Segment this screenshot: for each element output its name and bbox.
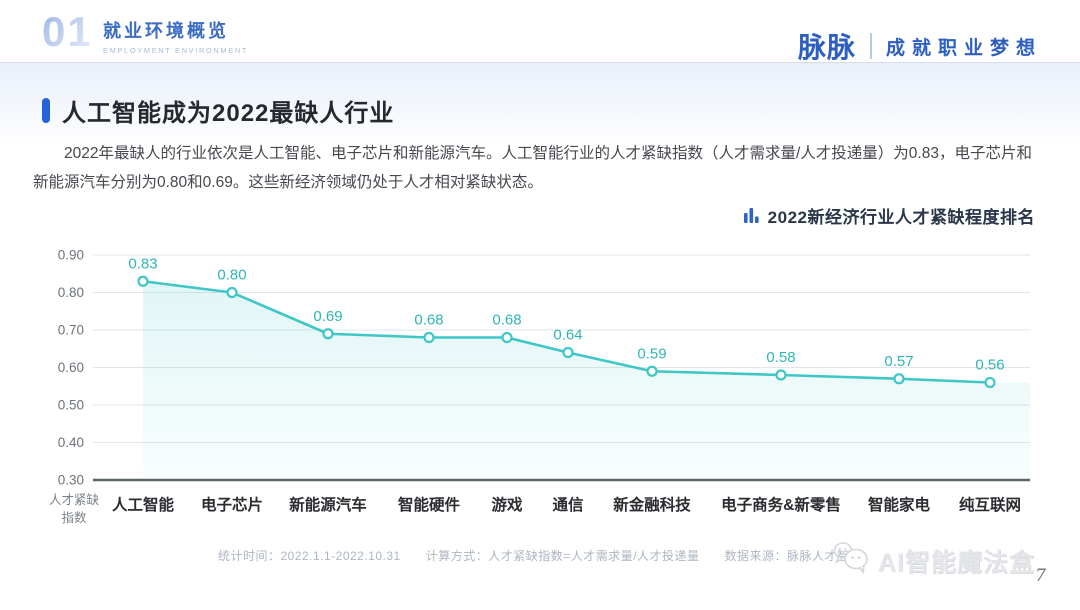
y-tick-label: 0.50 — [58, 398, 84, 413]
section-title-block: 就业环境概览 EMPLOYMENT ENVIRONMENT — [103, 17, 248, 55]
x-tick-label: 智能硬件 — [398, 495, 461, 514]
chart-title: 2022新经济行业人才紧缺程度排名 — [767, 208, 1035, 227]
y-axis-title: 指数 — [61, 510, 87, 525]
data-point-marker — [775, 369, 787, 381]
x-tick-label: 新能源汽车 — [289, 495, 367, 514]
brand-slogan: 成就职业梦想 — [885, 37, 1042, 59]
data-point-value-label: 0.80 — [217, 267, 246, 284]
y-tick-label: 0.60 — [58, 360, 84, 375]
series-line — [141, 279, 992, 384]
page-title-row: 人工智能成为2022最缺人行业 — [42, 93, 394, 128]
x-tick-label: 智能家电 — [868, 495, 931, 514]
data-point-marker — [646, 365, 658, 377]
data-point-marker — [137, 275, 149, 287]
section-title: 就业环境概览 — [103, 21, 229, 41]
data-point-value-label: 0.56 — [975, 357, 1004, 374]
bar-chart-icon — [743, 207, 760, 224]
maimai-logo: 脉脉 — [797, 32, 856, 63]
wechat-bubbles-icon — [832, 541, 872, 580]
data-point-value-label: 0.83 — [128, 255, 157, 272]
x-tick-label: 游戏 — [491, 495, 523, 514]
data-point-marker — [893, 373, 905, 385]
data-source-note: 统计时间：2022.1.1-2022.10.31 计算方式：人才紧缺指数=人才需… — [217, 549, 863, 563]
data-point-marker — [322, 328, 334, 340]
watermark-text: AI智能魔法盒 — [878, 548, 1036, 577]
page-title: 人工智能成为2022最缺人行业 — [62, 100, 395, 127]
section-subtitle: EMPLOYMENT ENVIRONMENT — [103, 46, 249, 55]
y-tick-label: 0.90 — [58, 248, 84, 263]
y-tick-label: 0.40 — [58, 435, 84, 450]
data-point-value-label: 0.68 — [492, 312, 521, 329]
data-point-value-label: 0.68 — [414, 312, 443, 329]
y-tick-label: 0.30 — [58, 473, 84, 488]
x-tick-label: 人工智能 — [112, 495, 175, 514]
watermark: AI智能魔法盒 — [832, 541, 1035, 580]
x-tick-label: 纯互联网 — [959, 495, 1021, 514]
title-accent-bar — [42, 98, 50, 123]
chart-title-row: 2022新经济行业人才紧缺程度排名 — [743, 203, 1035, 228]
y-tick-label: 0.70 — [58, 323, 84, 338]
data-point-marker — [226, 286, 238, 299]
x-tick-label: 新金融科技 — [613, 495, 691, 514]
y-tick-label: 0.80 — [58, 285, 84, 300]
section-number: 01 — [42, 8, 93, 55]
x-tick-label: 电子芯片 — [201, 495, 263, 514]
logo-divider — [869, 33, 872, 59]
page-header: 01 就业环境概览 EMPLOYMENT ENVIRONMENT 脉脉 成就职业… — [0, 0, 1080, 63]
summary-paragraph: 2022年最缺人的行业依次是人工智能、电子芯片和新能源汽车。人工智能行业的人才紧… — [33, 145, 1032, 191]
data-point-value-label: 0.64 — [553, 327, 582, 344]
data-point-value-label: 0.59 — [637, 345, 666, 362]
data-point-marker — [501, 331, 513, 344]
data-point-marker — [562, 346, 574, 359]
y-axis-title: 人才紧缺 — [49, 492, 100, 507]
page-number: 7 — [1035, 566, 1046, 586]
data-point-value-label: 0.69 — [313, 308, 342, 325]
x-tick-label: 电子商务&新零售 — [721, 495, 841, 514]
data-point-marker — [423, 331, 435, 344]
series-area-fill — [143, 281, 1030, 479]
header-tint-band — [0, 63, 1080, 158]
data-point-marker — [984, 376, 996, 389]
data-point-value-label: 0.58 — [766, 349, 795, 366]
data-point-value-label: 0.57 — [884, 353, 913, 370]
x-tick-label: 通信 — [552, 495, 583, 514]
brand-block: 脉脉 成就职业梦想 — [798, 26, 1042, 66]
